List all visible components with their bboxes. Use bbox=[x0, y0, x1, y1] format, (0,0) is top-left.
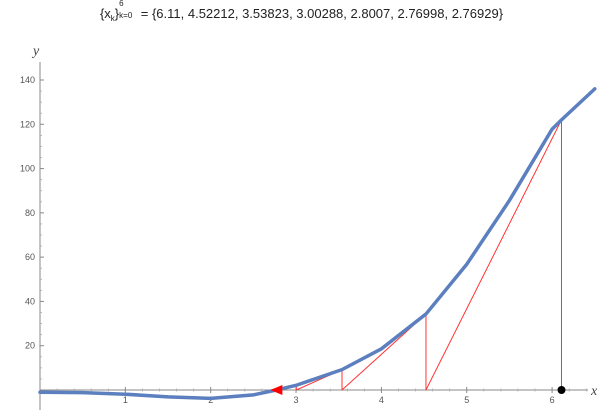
x-tick-label: 6 bbox=[550, 395, 555, 405]
title-set-close: } bbox=[114, 6, 120, 21]
end-arrow-marker bbox=[270, 385, 283, 395]
title-k-subscript: k bbox=[110, 14, 115, 23]
function-curve bbox=[38, 87, 597, 401]
y-tick-label: 80 bbox=[25, 208, 35, 218]
x-tick-label: 1 bbox=[123, 395, 128, 405]
iteration-tangent-line bbox=[425, 119, 562, 391]
title-values: = {6.11, 4.52212, 3.53823, 3.00288, 2.80… bbox=[137, 6, 504, 21]
x-tick-label: 5 bbox=[464, 395, 469, 405]
chart-title: {xk} 6 k=0 = {6.11, 4.52212, 3.53823, 3.00… bbox=[0, 0, 603, 23]
title-upper-bound: 6 bbox=[119, 0, 124, 8]
x-axis-label: x bbox=[590, 384, 598, 399]
y-tick-label: 60 bbox=[25, 252, 35, 262]
y-tick-label: 140 bbox=[20, 75, 35, 85]
x-tick-label: 4 bbox=[379, 395, 384, 405]
newton-iterations bbox=[276, 119, 562, 391]
x-tick-label: 3 bbox=[294, 395, 299, 405]
y-axis-label: y bbox=[31, 44, 40, 59]
function-curve-line bbox=[38, 87, 597, 401]
markers bbox=[270, 385, 566, 395]
title-lower-bound: k=0 bbox=[119, 11, 133, 20]
y-tick-label: 100 bbox=[20, 164, 35, 174]
start-point-marker bbox=[557, 386, 566, 394]
y-tick-label: 40 bbox=[25, 296, 35, 306]
y-tick-label: 20 bbox=[25, 341, 35, 351]
y-tick-label: 120 bbox=[20, 119, 35, 129]
title-bounds: 6 k=0 bbox=[119, 0, 137, 20]
title-set-open: {x bbox=[99, 6, 111, 21]
